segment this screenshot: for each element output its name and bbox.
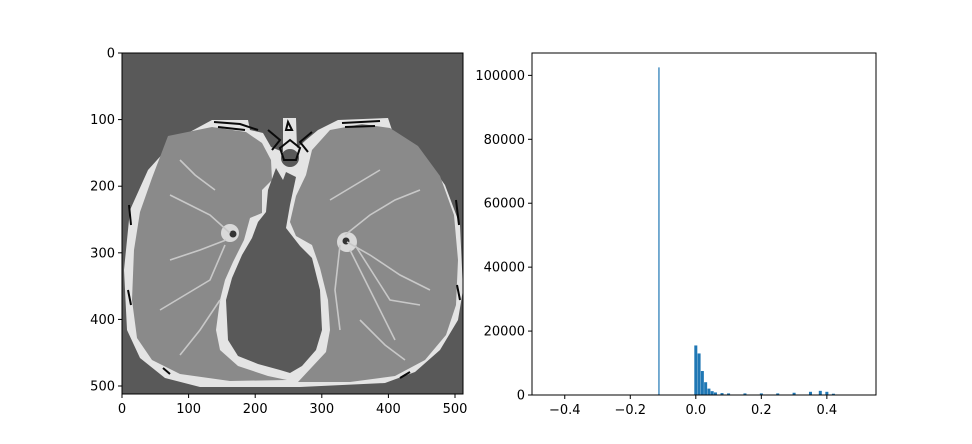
histogram-bar xyxy=(710,391,714,395)
histogram-y-tick-label: 40000 xyxy=(484,261,525,276)
histogram-y-tick-label: 80000 xyxy=(484,133,525,148)
lung-vessels xyxy=(159,159,431,361)
histogram-x-tick-label: 0.4 xyxy=(817,403,838,418)
histogram-x-tick-label: −0.2 xyxy=(614,403,646,418)
image-y-tick-label: 500 xyxy=(90,380,115,395)
histogram-bars xyxy=(658,67,835,395)
heart-region xyxy=(226,168,322,373)
histogram-bar xyxy=(713,392,717,395)
histogram-bar xyxy=(825,391,829,395)
ct-image-x-axis: 0 100 200 300 400 500 xyxy=(118,394,468,417)
ct-image-y-axis: 0 100 200 300 400 500 xyxy=(90,47,122,395)
histogram-frame xyxy=(531,52,877,396)
left-hilum-lumen xyxy=(229,230,237,238)
histogram-bar xyxy=(808,391,812,395)
histogram-y-tick-label: 100000 xyxy=(475,69,525,84)
image-x-tick-label: 100 xyxy=(176,402,201,417)
histogram-y-tick-label: 0 xyxy=(517,389,525,404)
histogram-bar xyxy=(707,388,711,395)
image-y-tick-label: 0 xyxy=(107,47,115,62)
histogram-bar xyxy=(776,393,780,395)
image-x-tick-label: 500 xyxy=(443,402,468,417)
image-x-tick-label: 200 xyxy=(243,402,268,417)
histogram-y-tick-label: 60000 xyxy=(484,197,525,212)
ct-image-panel: 0 100 200 300 400 500 0 100 200 300 400 500 xyxy=(90,47,467,418)
ct-image-frame xyxy=(121,52,464,395)
histogram-plot-area xyxy=(532,53,876,395)
histogram-bar xyxy=(694,345,698,395)
histogram-y-tick-label: 20000 xyxy=(484,325,525,340)
histogram-bar xyxy=(704,382,708,395)
ct-image xyxy=(124,118,463,387)
image-y-tick-label: 200 xyxy=(90,180,115,195)
histogram-bar xyxy=(700,371,704,395)
histogram-bar xyxy=(720,393,724,395)
image-y-tick-label: 100 xyxy=(90,113,115,128)
image-y-tick-label: 300 xyxy=(90,246,115,261)
trachea xyxy=(281,149,299,167)
histogram-bar xyxy=(818,390,822,395)
mask-artifacts xyxy=(127,119,461,379)
histogram-x-tick-label: −0.4 xyxy=(549,403,581,418)
left-lung xyxy=(132,127,287,381)
image-x-tick-label: 400 xyxy=(376,402,401,417)
histogram-x-tick-label: 0.0 xyxy=(685,403,706,418)
histogram-panel: −0.4 −0.2 0.0 0.2 0.4 0 20000 40000 60000 80000 1… xyxy=(475,52,877,418)
image-x-tick-label: 0 xyxy=(118,402,126,417)
histogram-bar xyxy=(792,392,796,395)
right-lung xyxy=(290,124,458,382)
histogram-x-tick-label: 0.2 xyxy=(751,403,772,418)
histogram-bar xyxy=(697,353,701,395)
histogram-bar xyxy=(727,393,731,395)
histogram-bar xyxy=(831,393,835,395)
histogram-bar xyxy=(743,393,747,395)
image-y-tick-label: 400 xyxy=(90,313,115,328)
histogram-bar xyxy=(658,67,660,395)
histogram-x-axis: −0.4 −0.2 0.0 0.2 0.4 xyxy=(549,395,837,418)
histogram-y-axis: 0 20000 40000 60000 80000 100000 xyxy=(475,69,532,404)
image-x-tick-label: 300 xyxy=(309,402,334,417)
histogram-bar xyxy=(759,393,763,395)
